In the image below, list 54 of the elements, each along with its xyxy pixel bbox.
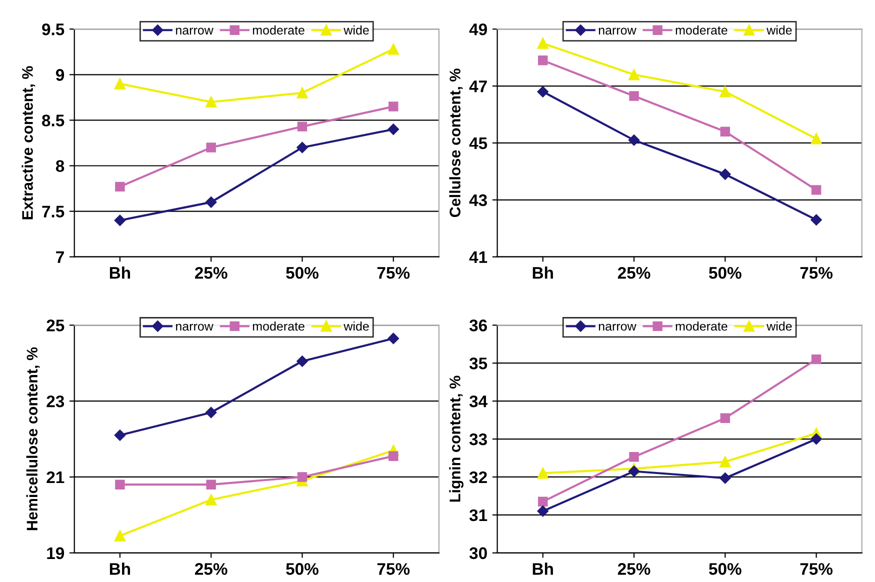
y-tick-label: 19: [47, 547, 64, 560]
x-tick-label: 25%: [194, 563, 228, 575]
y-tick-label: 43: [469, 194, 487, 206]
y-tick-label: 21: [46, 471, 64, 484]
x-tick-label: 25%: [618, 267, 650, 279]
legend-label: moderate: [676, 321, 728, 331]
legend-label: wide: [766, 25, 792, 35]
y-tick-label: 31: [469, 509, 488, 522]
x-tick-label: Bh: [532, 562, 553, 575]
x-tick-label: 50%: [286, 563, 318, 575]
legend-label: wide: [344, 25, 369, 35]
y-tick-label: 47: [469, 80, 487, 92]
y-tick-label: 49: [469, 24, 487, 36]
y-tick-label: 36: [469, 320, 487, 332]
legend-label: moderate: [252, 25, 304, 35]
x-tick-label: Bh: [110, 266, 130, 279]
y-tick-label: 41: [469, 251, 488, 263]
legend-label: narrow: [598, 324, 636, 331]
x-tick-label: 75%: [377, 267, 410, 279]
legend-label: narrow: [176, 324, 214, 331]
legend-label: moderate: [252, 321, 304, 331]
legend-label: narrow: [598, 28, 636, 35]
x-tick-label: 50%: [286, 267, 318, 279]
y-tick-label: 45: [469, 138, 488, 150]
y-tick-label: 9.5: [42, 24, 64, 36]
x-tick-label: 75%: [800, 563, 833, 575]
legend-label: narrow: [176, 28, 214, 35]
legend-label: moderate: [676, 25, 728, 35]
y-axis-title: Hemicellulose content, %: [26, 347, 40, 530]
y-tick-label: 7: [56, 251, 64, 263]
y-tick-label: 34: [469, 395, 488, 408]
y-tick-label: 8: [56, 160, 64, 172]
y-tick-label: 7.5: [42, 206, 64, 218]
x-tick-label: 75%: [377, 563, 410, 575]
y-tick-label: 32: [469, 471, 487, 484]
legend-label: wide: [344, 321, 369, 331]
x-tick-label: Bh: [110, 562, 130, 575]
y-tick-label: 30: [469, 547, 487, 560]
y-axis-title: Lignin content, %: [449, 376, 464, 502]
x-tick-label: 75%: [800, 267, 833, 279]
y-tick-label: 8.5: [42, 114, 64, 126]
x-tick-label: 50%: [708, 267, 742, 279]
y-tick-label: 33: [469, 433, 487, 446]
y-tick-label: 25: [46, 320, 64, 332]
legend-label: wide: [766, 321, 792, 331]
y-tick-label: 23: [46, 395, 64, 408]
x-tick-label: 50%: [708, 563, 742, 575]
x-tick-label: 25%: [194, 267, 228, 279]
y-axis-title: Extractive content, %: [22, 66, 36, 220]
y-axis-title: Cellulose content, %: [449, 68, 463, 218]
x-tick-label: Bh: [532, 266, 553, 279]
y-tick-label: 35: [469, 358, 488, 370]
x-tick-label: 25%: [618, 563, 650, 575]
y-tick-label: 9: [56, 69, 64, 81]
